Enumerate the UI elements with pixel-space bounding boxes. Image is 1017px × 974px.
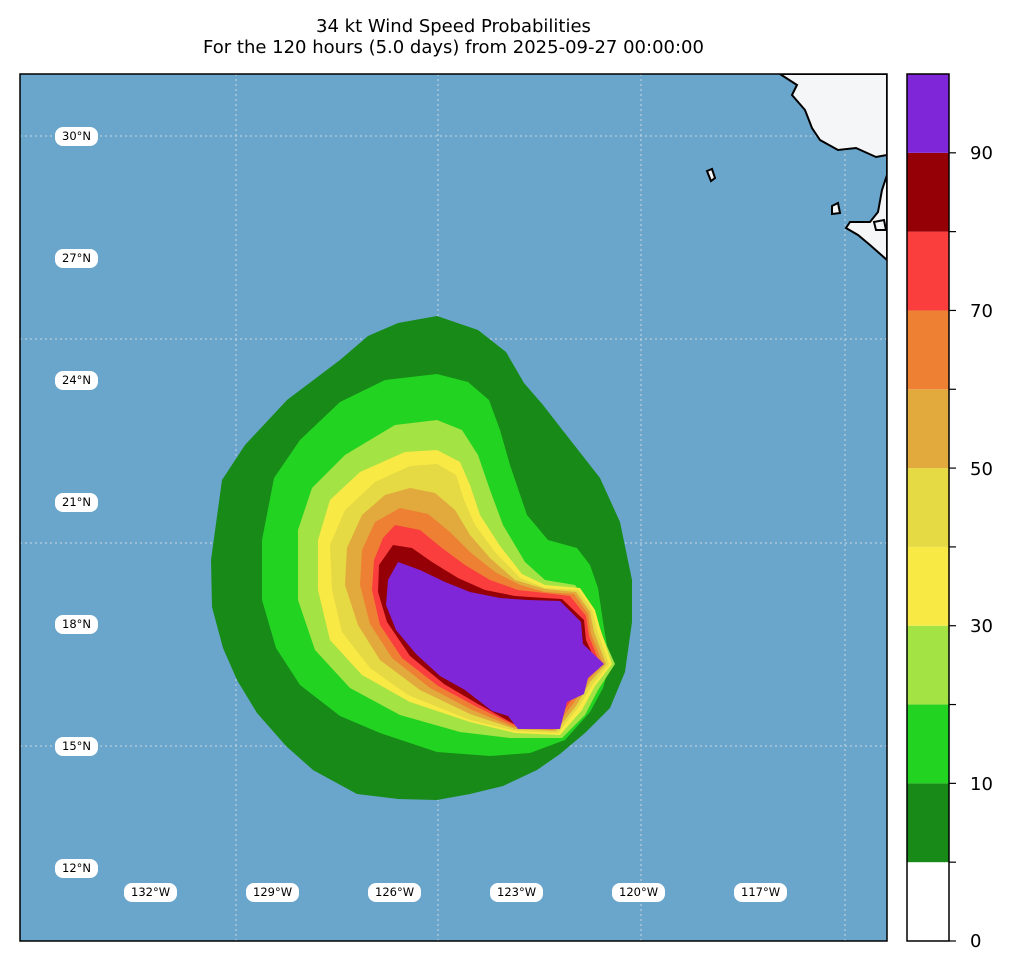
lat-label-21n: 21°N bbox=[55, 493, 98, 512]
land-baja bbox=[778, 74, 887, 159]
colorbar-bin-9 bbox=[907, 152, 949, 232]
colorbar-bin-2 bbox=[907, 704, 949, 784]
lat-label-12n: 12°N bbox=[55, 859, 98, 878]
island-2 bbox=[831, 201, 842, 216]
title-line-2: For the 120 hours (5.0 days) from 2025-0… bbox=[203, 37, 704, 58]
lat-label-30n: 30°N bbox=[55, 127, 98, 146]
lon-label-117w: 117°W bbox=[734, 883, 788, 902]
colorbar-label-90: 90 bbox=[970, 143, 993, 164]
island-1 bbox=[705, 167, 717, 183]
map-frame bbox=[19, 73, 888, 942]
lon-label-132w: 132°W bbox=[124, 883, 178, 902]
colorbar-bin-0 bbox=[907, 862, 949, 941]
lon-label-120w: 120°W bbox=[612, 883, 666, 902]
colorbar-label-70: 70 bbox=[970, 301, 993, 322]
colorbar-label-10: 10 bbox=[970, 774, 993, 795]
colorbar-bin-7 bbox=[907, 310, 949, 390]
lat-label-24n: 24°N bbox=[55, 371, 98, 390]
land-baja-south bbox=[844, 155, 887, 262]
lon-label-129w: 129°W bbox=[246, 883, 300, 902]
title-line-1: 34 kt Wind Speed Probabilities bbox=[316, 16, 591, 37]
lon-label-126w: 126°W bbox=[368, 883, 422, 902]
lat-label-27n: 27°N bbox=[55, 249, 98, 268]
island-3 bbox=[872, 218, 887, 231]
map-title: 34 kt Wind Speed Probabilities For the 1… bbox=[20, 16, 887, 58]
prob-band-100 bbox=[386, 562, 604, 729]
colorbar-bin-1 bbox=[907, 783, 949, 863]
colorbar-label-0: 0 bbox=[970, 931, 982, 952]
colorbar-label-50: 50 bbox=[970, 459, 993, 480]
lon-label-123w: 123°W bbox=[490, 883, 544, 902]
colorbar-frame bbox=[906, 73, 950, 942]
colorbar-bin-5 bbox=[907, 468, 949, 547]
colorbar-bin-10 bbox=[907, 74, 949, 153]
lat-label-18n: 18°N bbox=[55, 615, 98, 634]
colorbar-bin-6 bbox=[907, 389, 949, 469]
colorbar-label-30: 30 bbox=[970, 616, 993, 637]
lat-label-15n: 15°N bbox=[55, 737, 98, 756]
colorbar-bin-4 bbox=[907, 546, 949, 626]
colorbar-ticks bbox=[949, 152, 956, 942]
colorbar-bin-8 bbox=[907, 231, 949, 311]
colorbar bbox=[907, 74, 949, 941]
colorbar-bin-3 bbox=[907, 625, 949, 705]
